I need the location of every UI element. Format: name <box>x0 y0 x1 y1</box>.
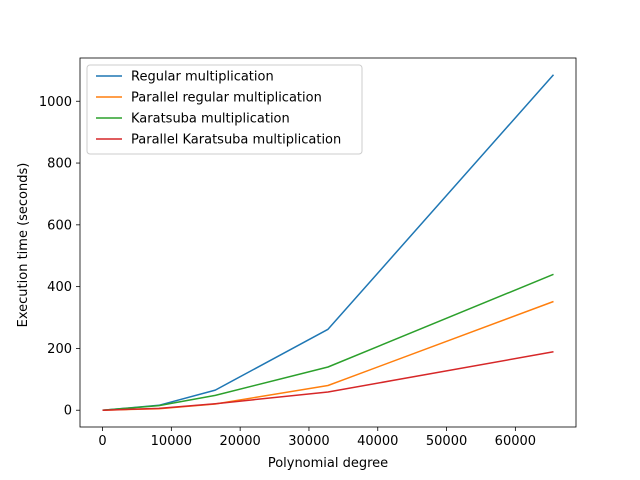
y-tick-label: 600 <box>47 218 72 233</box>
axes-frame <box>79 57 577 428</box>
x-tick-label: 40000 <box>357 434 398 449</box>
x-tick-label: 30000 <box>288 434 329 449</box>
x-tick-label: 60000 <box>495 434 536 449</box>
legend-label-3: Parallel Karatsuba multiplication <box>131 133 341 148</box>
x-tick-label: 50000 <box>426 434 467 449</box>
y-tick-label: 0 <box>64 404 72 419</box>
y-tick-label: 1000 <box>39 95 72 110</box>
series-layer <box>102 74 555 411</box>
y-tick-label: 800 <box>47 157 72 172</box>
y-tick-label: 200 <box>47 342 72 357</box>
series-line-2 <box>102 273 554 411</box>
series-line-1 <box>102 300 554 411</box>
axes-layer: 0 10000 20000 30000 40000 50000 60000 0 200 400 60… <box>39 57 577 449</box>
series-line-3 <box>102 351 554 411</box>
legend-label-1: Parallel regular multiplication <box>131 91 322 106</box>
y-tick-label: 400 <box>47 280 72 295</box>
legend-label-2: Karatsuba multiplication <box>131 112 290 127</box>
x-tick-label: 10000 <box>151 434 192 449</box>
legend: Regular multiplication Parallel regular m… <box>86 64 363 155</box>
y-axis-label: Execution time (seconds) <box>16 163 31 328</box>
legend-box <box>86 64 363 155</box>
x-tick-label: 0 <box>98 434 106 449</box>
legend-label-0: Regular multiplication <box>131 70 274 85</box>
x-tick-label: 20000 <box>219 434 260 449</box>
x-axis-label: Polynomial degree <box>268 456 388 471</box>
